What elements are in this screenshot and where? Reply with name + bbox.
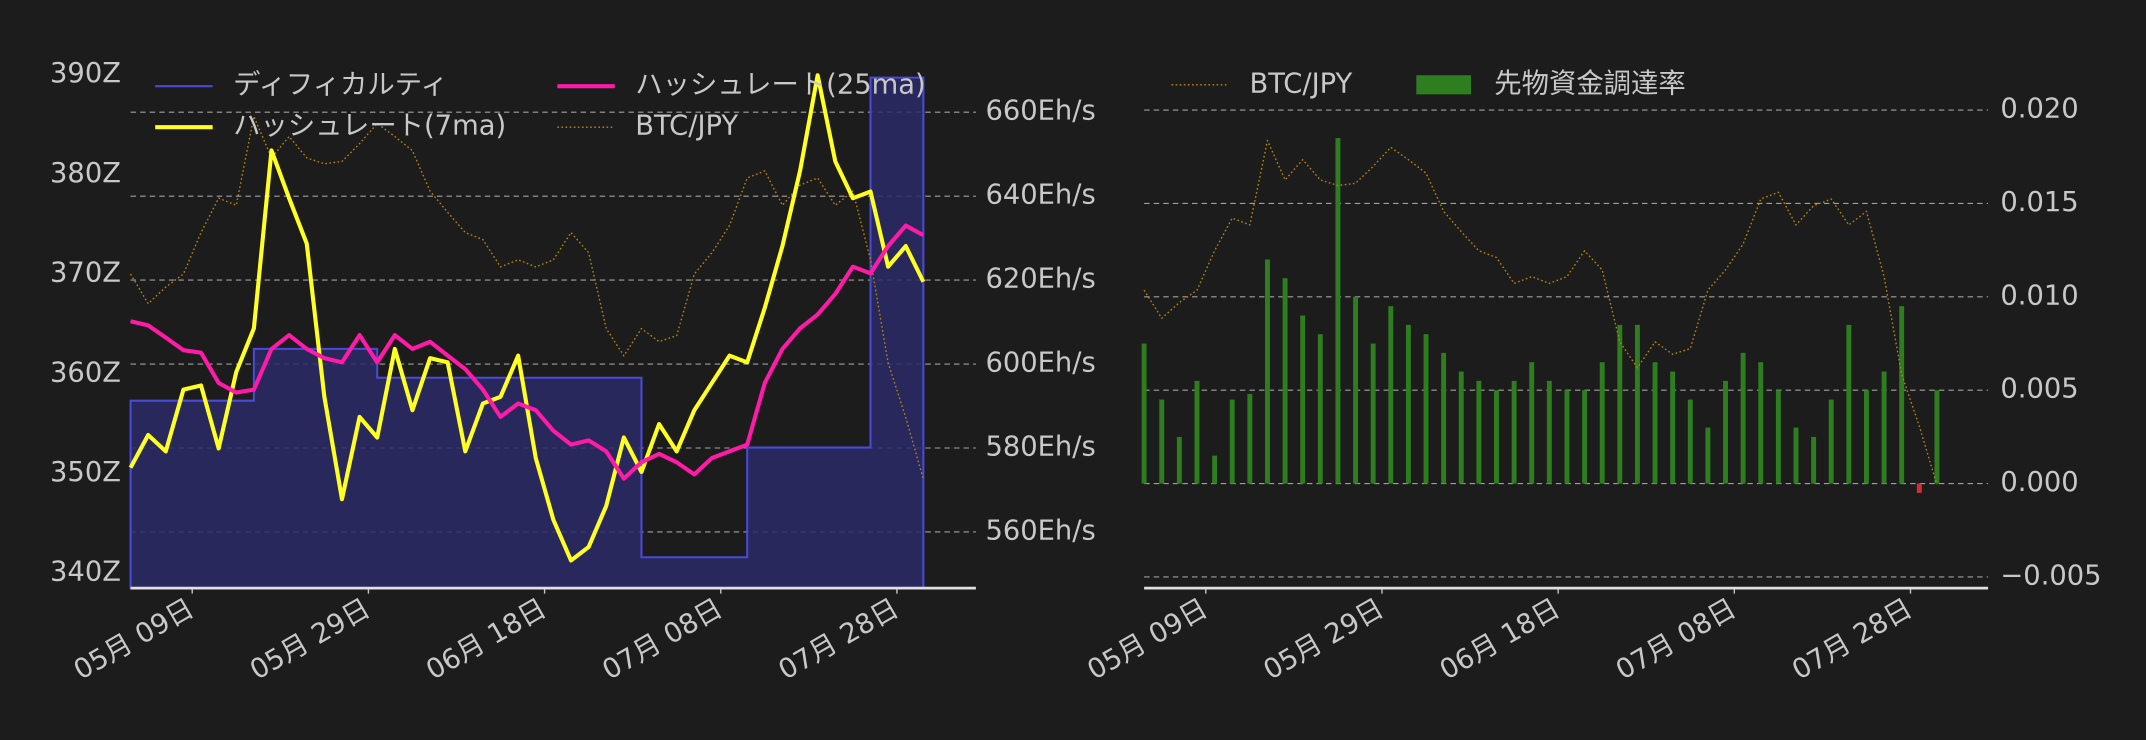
- bar: [1723, 380, 1728, 484]
- bar: [1564, 390, 1570, 484]
- bar: [1705, 427, 1711, 484]
- bar: [1811, 436, 1817, 484]
- legend-label: 先物資金調達率: [1494, 68, 1685, 99]
- bar: [1317, 334, 1323, 484]
- bar: [1194, 380, 1200, 484]
- legend-label: BTC/JPY: [635, 111, 738, 142]
- bar: [1141, 343, 1147, 484]
- price-line: [129, 115, 925, 480]
- bar: [1458, 371, 1464, 484]
- legend-label: ハッシュレート(25ma): [635, 70, 925, 101]
- bar: [1881, 371, 1887, 484]
- y-tick-label: 0.020: [2000, 94, 2078, 125]
- y-tick-label: 600Eh/s: [985, 348, 1095, 379]
- data-line: [130, 223, 925, 481]
- legend-swatch: [1416, 75, 1472, 95]
- bar: [1582, 390, 1588, 484]
- y-tick-label: 340Z: [50, 557, 121, 588]
- bar: [1793, 427, 1799, 484]
- y-tick-label: 0.000: [2000, 467, 2078, 498]
- y-tick-label: 660Eh/s: [985, 96, 1095, 127]
- bar: [1846, 324, 1852, 484]
- bar: [1863, 390, 1869, 484]
- y-tick-label: 0.015: [2000, 187, 2078, 218]
- bar: [1370, 343, 1376, 484]
- y-tick-label: 350Z: [50, 457, 121, 488]
- bar: [1617, 324, 1623, 484]
- y-tick-label: 390Z: [50, 58, 121, 89]
- y-tick-label: 620Eh/s: [985, 264, 1095, 295]
- bar: [1388, 306, 1394, 484]
- bar: [1828, 399, 1834, 484]
- y-tick-label: 580Eh/s: [985, 431, 1095, 462]
- legend-label: BTC/JPY: [1249, 68, 1352, 99]
- y-tick-label: 640Eh/s: [985, 180, 1095, 211]
- bar: [1176, 436, 1182, 484]
- y-tick-label: 380Z: [50, 158, 121, 189]
- bar: [1740, 352, 1746, 484]
- bar: [1494, 390, 1499, 484]
- bar: [1405, 324, 1411, 484]
- bar: [1529, 362, 1535, 484]
- bar: [1282, 278, 1288, 484]
- bar: [1229, 399, 1235, 484]
- bar: [1300, 315, 1306, 484]
- bar: [1599, 362, 1605, 484]
- bar: [1775, 390, 1781, 484]
- y-tick-label: 370Z: [50, 258, 121, 289]
- bar: [1934, 390, 1940, 484]
- bar: [1670, 371, 1676, 484]
- bar: [1511, 380, 1517, 484]
- bar: [1212, 455, 1218, 484]
- bar: [1634, 324, 1640, 484]
- bar: [1441, 352, 1447, 484]
- bar: [1353, 296, 1359, 484]
- y-tick-label: −0.005: [2000, 560, 2101, 591]
- bar: [1247, 393, 1253, 484]
- bar: [1652, 362, 1658, 484]
- bar: [1687, 399, 1693, 484]
- bar: [1423, 334, 1429, 484]
- y-tick-label: 360Z: [50, 357, 121, 388]
- y-tick-label: 560Eh/s: [985, 515, 1095, 546]
- bar: [1546, 380, 1552, 484]
- bar: [1476, 380, 1482, 484]
- legend-label: ハッシュレート(7ma): [233, 111, 506, 142]
- bar: [1335, 138, 1341, 484]
- y-tick-label: 0.005: [2000, 374, 2078, 405]
- bar: [1899, 306, 1905, 484]
- bar: [1264, 259, 1270, 484]
- difficulty-area: [129, 76, 925, 590]
- legend-label: ディフィカルティ: [233, 70, 448, 101]
- y-tick-label: 0.010: [2000, 280, 2078, 311]
- price-line: [1143, 139, 1938, 485]
- bar: [1916, 483, 1922, 493]
- bar: [1159, 399, 1165, 484]
- bar: [1758, 362, 1764, 484]
